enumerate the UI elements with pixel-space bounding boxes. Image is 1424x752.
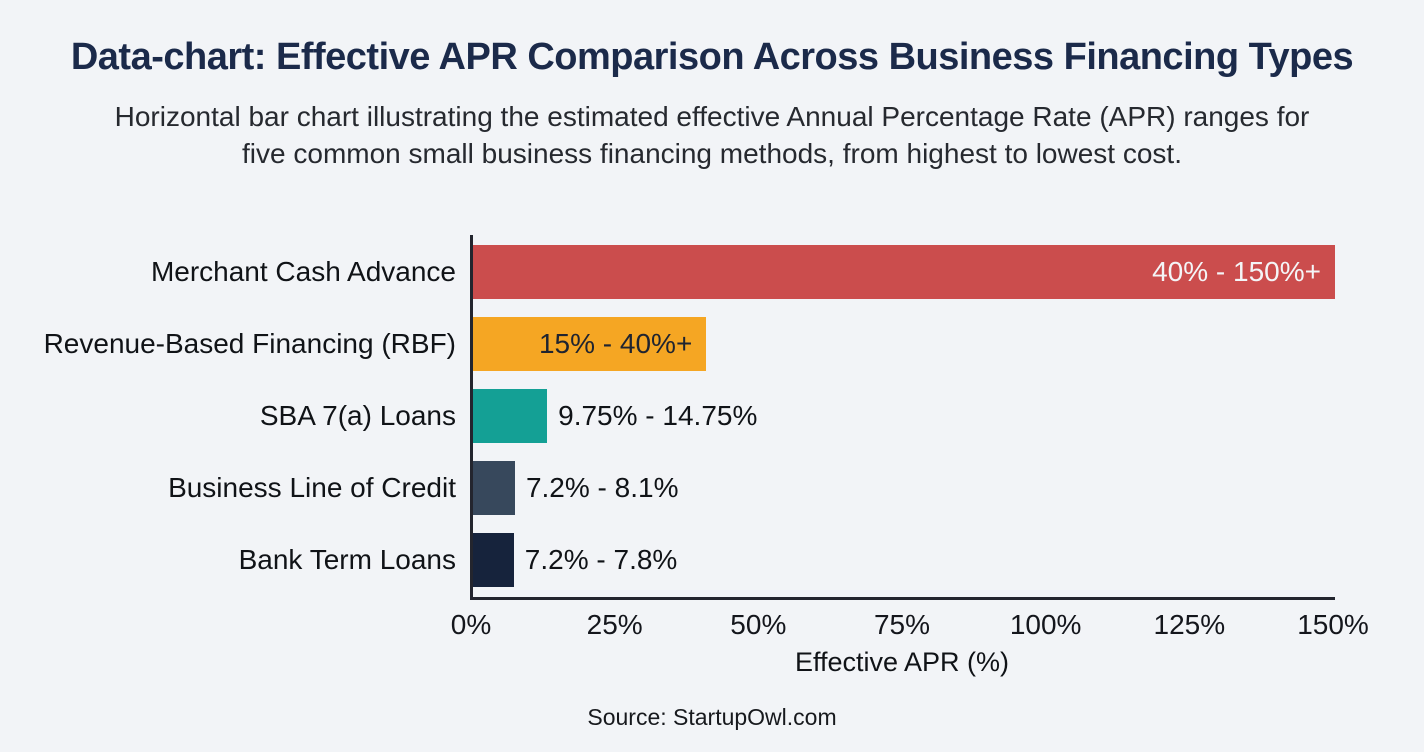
category-label: Bank Term Loans: [238, 544, 456, 575]
bar-sba-7a-loans: 9.75% - 14.75%: [473, 389, 757, 443]
y-axis-line: [470, 235, 473, 600]
value-label: 7.2% - 7.8%: [524, 544, 678, 575]
bar-chart-plot-area: Merchant Cash Advance 40% - 150%+ Revenu…: [44, 235, 1369, 677]
x-tick-150: 150%: [1297, 609, 1369, 640]
x-tick-25: 25%: [586, 609, 643, 640]
x-tick-0: 0%: [450, 609, 492, 640]
bar-row-merchant-cash-advance: Merchant Cash Advance 40% - 150%+: [151, 245, 1335, 299]
page-title: Data-chart: Effective APR Comparison Acr…: [70, 36, 1354, 78]
bar-revenue-based-financing: 15% - 40%+: [473, 317, 707, 371]
x-tick-100: 100%: [1009, 609, 1082, 640]
x-tick-75: 75%: [873, 609, 931, 640]
bar-bank-term-loans: 7.2% - 7.8%: [473, 533, 677, 587]
category-label: Revenue-Based Financing (RBF): [43, 328, 456, 359]
source-note: Source: StartupOwl.com: [587, 704, 837, 730]
x-axis-ticks: 0% 25% 50% 75% 100% 125% 150%: [451, 609, 1369, 640]
x-axis-line: [470, 597, 1335, 600]
value-label: 9.75% - 14.75%: [558, 400, 758, 431]
page-subtitle-line-2: five common small business financing met…: [242, 138, 1182, 169]
x-axis-title: Effective APR (%): [794, 647, 1010, 677]
bar-business-line-of-credit: 7.2% - 8.1%: [473, 461, 678, 515]
x-tick-50: 50%: [730, 609, 787, 640]
bar-row-bank-term-loans: Bank Term Loans 7.2% - 7.8%: [239, 533, 1335, 587]
bar-merchant-cash-advance: 40% - 150%+: [473, 245, 1335, 299]
bar-row-business-line-of-credit: Business Line of Credit 7.2% - 8.1%: [168, 461, 1335, 515]
page-subtitle: Horizontal bar chart illustrating the es…: [0, 98, 1424, 172]
category-label: SBA 7(a) Loans: [259, 400, 456, 431]
bar-row-sba-7a-loans: SBA 7(a) Loans 9.75% - 14.75%: [260, 389, 1335, 443]
page-subtitle-line-1: Horizontal bar chart illustrating the es…: [114, 101, 1310, 132]
value-label: 40% - 150%+: [1152, 256, 1321, 287]
category-label: Business Line of Credit: [168, 472, 456, 503]
category-label: Merchant Cash Advance: [150, 256, 456, 287]
x-tick-125: 125%: [1153, 609, 1226, 640]
bar-row-revenue-based-financing: Revenue-Based Financing (RBF) 15% - 40%+: [44, 317, 1335, 371]
value-label: 15% - 40%+: [538, 328, 693, 359]
value-label: 7.2% - 8.1%: [525, 472, 679, 503]
